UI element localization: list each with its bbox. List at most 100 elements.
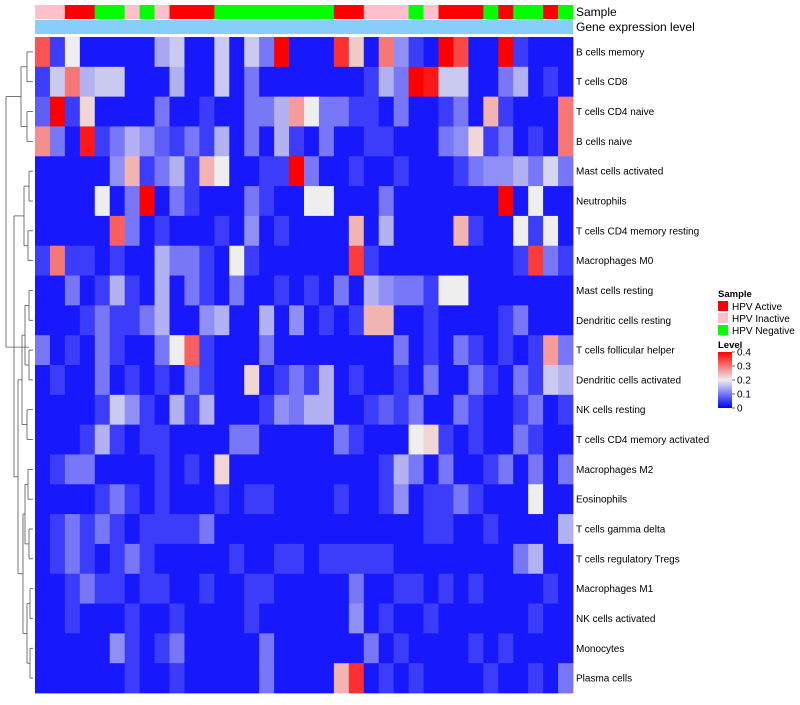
heatmap-cell [408,573,424,604]
heatmap-cell [304,275,320,306]
sample-annotation-cell [214,5,230,19]
heatmap-cell [363,424,380,455]
heatmap-cell [543,66,559,98]
heatmap-cell [333,126,350,157]
heatmap-cell [79,66,96,98]
heatmap-cell [49,305,66,336]
heatmap-cell [348,96,365,127]
heatmap-cell [543,275,559,306]
heatmap-cell [259,37,275,68]
heatmap-cell [274,37,290,68]
heatmap-cell [558,603,574,634]
heatmap-cell [438,484,454,515]
heatmap-cell [94,96,111,127]
heatmap-cell [214,514,230,545]
heatmap-cell [483,454,499,485]
heatmap-cell [214,543,230,575]
heatmap-cell [79,305,96,336]
heatmap-cell [274,663,290,694]
sample-annotation-cell [423,5,439,19]
heatmap-cell [79,543,96,575]
heatmap-cell [304,126,320,157]
heatmap-cell [139,543,155,575]
heatmap-cell [543,663,559,694]
heatmap-cell [79,633,96,664]
heatmap-cell [109,394,126,426]
heatmap-cell [498,66,514,98]
heatmap-cell [184,484,200,515]
heatmap-cell [35,573,51,604]
heatmap-cell [468,96,484,127]
level-legend-tick-label: 0.4 [737,348,751,359]
heatmap-cell [139,215,155,247]
heatmap-cell [513,543,529,575]
heatmap-cell [199,66,215,98]
heatmap-cell [154,305,170,336]
heatmap-cell [244,573,260,604]
heatmap-cell [124,543,141,575]
heatmap-cell [139,96,155,127]
heatmap-cell [184,305,200,336]
heatmap-cell [513,603,529,634]
heatmap-cell [274,335,290,366]
heatmap-cell [543,245,559,276]
heatmap-cell [169,394,185,426]
heatmap-cell [348,156,365,187]
heatmap-cell [169,573,185,604]
heatmap-cell [139,663,155,694]
heatmap-cell [423,365,439,396]
heatmap-cell [229,96,245,127]
heatmap-cell [79,484,96,515]
heatmap-cell [289,245,305,276]
heatmap-cell [483,573,499,604]
heatmap-cell [528,424,544,455]
heatmap-cell [184,186,200,217]
sample-annotation-cell [124,5,141,19]
level-legend-ticks: 0.4 0.3 0.2 0.1 0 [732,348,751,415]
heatmap-cell [558,484,574,515]
heatmap-cell [124,96,141,127]
heatmap-cell [304,543,320,575]
heatmap-cell [333,454,350,485]
heatmap-cell [558,275,574,306]
heatmap-cell [259,603,275,634]
sample-annotation-cell [498,5,514,19]
heatmap-cell [408,66,424,98]
heatmap-cell [184,96,200,127]
heatmap-cell [483,633,499,664]
heatmap-cell [543,573,559,604]
heatmap-cell [378,663,395,694]
heatmap-cell [468,126,484,157]
heatmap-cell [289,156,305,187]
sample-annotation-cell [438,5,454,19]
heatmap-cell [513,126,529,157]
heatmap-cell [453,96,469,127]
sample-annotation-cell [304,5,320,19]
heatmap-cell [229,156,245,187]
heatmap-cell [49,186,66,217]
row-labels: B cells memory T cells CD8 T cells CD4 nai… [576,47,709,684]
row-label: T cells CD4 naive [576,107,655,118]
heatmap-cell [124,514,141,545]
heatmap-cell [318,186,335,217]
heatmap-cell [244,514,260,545]
heatmap-cell [154,663,170,694]
heatmap-cell [289,305,305,336]
row-label: NK cells activated [576,614,655,625]
heatmap-cell [498,424,514,455]
heatmap-cell [64,275,81,306]
heatmap-cell [154,543,170,575]
heatmap-cell [94,186,111,217]
heatmap-cell [109,37,126,68]
heatmap-cell [558,66,574,98]
heatmap-cell [229,394,245,426]
heatmap-cell [543,514,559,545]
heatmap-cell [408,126,424,157]
heatmap-cell [348,215,365,247]
heatmap-cell [558,514,574,545]
heatmap-cell [49,543,66,575]
heatmap-cell [244,663,260,694]
heatmap-cell [438,215,454,247]
heatmap-cell [498,394,514,426]
heatmap-cell [468,66,484,98]
